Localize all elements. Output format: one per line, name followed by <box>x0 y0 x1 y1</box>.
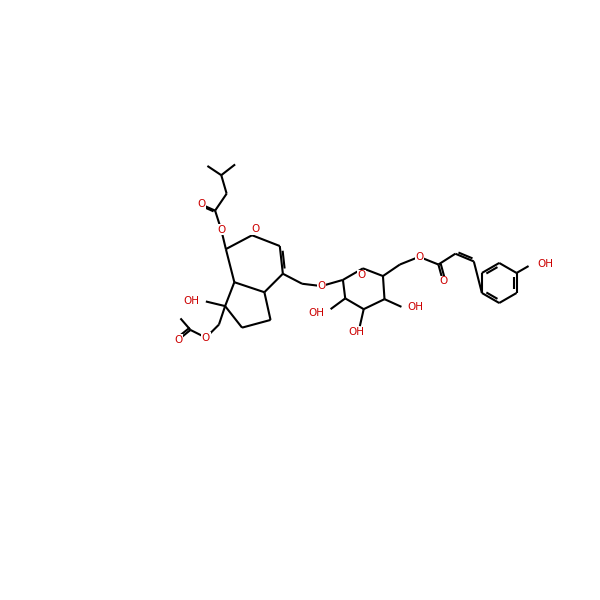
Text: OH: OH <box>538 259 554 269</box>
Text: OH: OH <box>184 296 200 307</box>
Text: O: O <box>251 224 259 234</box>
Text: O: O <box>217 225 226 235</box>
Text: O: O <box>197 199 205 209</box>
Text: OH: OH <box>308 308 325 318</box>
Text: O: O <box>357 270 365 280</box>
Text: OH: OH <box>407 302 424 312</box>
Text: O: O <box>317 281 325 291</box>
Text: O: O <box>439 277 447 286</box>
Text: O: O <box>174 335 182 345</box>
Text: O: O <box>202 332 210 343</box>
Text: O: O <box>415 252 423 262</box>
Text: OH: OH <box>349 327 365 337</box>
